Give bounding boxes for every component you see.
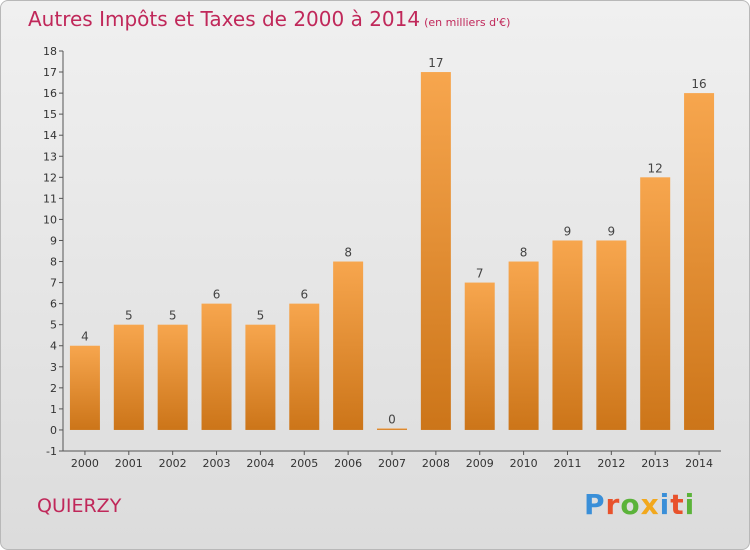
y-tick-label: 2 [50, 382, 57, 395]
bar-value-label: 5 [125, 309, 133, 323]
y-tick-label: 6 [50, 298, 57, 311]
brand-letter: r [605, 488, 621, 521]
y-tick-label: 15 [43, 108, 57, 121]
bar [113, 324, 144, 430]
brand-letter: i [659, 488, 671, 521]
y-tick-label: 1 [50, 403, 57, 416]
y-tick-label: 8 [50, 256, 57, 269]
x-tick-label: 2013 [641, 457, 669, 470]
brand-logo[interactable]: Proxiti [584, 488, 695, 521]
y-tick-label: 4 [50, 340, 57, 353]
brand-letter: t [670, 488, 685, 521]
bar-value-label: 9 [608, 224, 616, 238]
y-tick-label: -1 [46, 445, 57, 458]
bar-value-label: 17 [428, 56, 443, 70]
x-tick-label: 2007 [378, 457, 406, 470]
bar [201, 303, 232, 430]
bar-value-label: 8 [520, 246, 528, 260]
y-tick-label: 16 [43, 87, 57, 100]
bar-value-label: 4 [81, 330, 89, 344]
y-tick-label: 18 [43, 45, 57, 58]
x-tick-label: 2002 [159, 457, 187, 470]
x-tick-label: 2001 [115, 457, 143, 470]
y-tick-label: 14 [43, 129, 57, 142]
y-tick-label: 3 [50, 361, 57, 374]
commune-name: QUIERZY [37, 495, 122, 517]
x-tick-label: 2014 [685, 457, 713, 470]
bar-value-label: 5 [257, 309, 265, 323]
y-tick-label: 17 [43, 66, 57, 79]
bar-value-label: 16 [691, 77, 706, 91]
bar [157, 324, 188, 430]
bar [420, 72, 451, 430]
x-tick-label: 2003 [203, 457, 231, 470]
bar [508, 261, 539, 430]
bar [552, 240, 583, 430]
bars: 4 5 5 6 5 6 8 0 17 7 8 9 9 12 16 [69, 56, 715, 430]
bar [464, 282, 495, 430]
bar [245, 324, 276, 430]
y-tick-label: 13 [43, 150, 57, 163]
bar-value-label: 6 [300, 288, 308, 302]
brand-letter: P [584, 488, 606, 521]
bar-value-label: 12 [648, 161, 663, 175]
x-tick-label: 2011 [553, 457, 581, 470]
x-tick-label: 2009 [466, 457, 494, 470]
bar [377, 428, 407, 430]
chart-subtitle: (en milliers d'€) [424, 16, 511, 29]
bar-value-label: 6 [213, 288, 221, 302]
bar-value-label: 5 [169, 309, 177, 323]
x-tick-label: 2010 [510, 457, 538, 470]
y-tick-label: 7 [50, 277, 57, 290]
bar-value-label: 8 [344, 246, 352, 260]
y-tick-label: 9 [50, 234, 57, 247]
y-tick-label: 10 [43, 213, 57, 226]
bar [289, 303, 320, 430]
x-tick-label: 2004 [246, 457, 274, 470]
x-tick-label: 2012 [597, 457, 625, 470]
chart-title: Autres Impôts et Taxes de 2000 à 2014 (en… [28, 7, 510, 31]
x-tick-label: 2006 [334, 457, 362, 470]
bar-value-label: 0 [388, 412, 396, 426]
y-tick-label: 0 [50, 424, 57, 437]
bar [684, 93, 715, 430]
chart-title-text: Autres Impôts et Taxes de 2000 à 2014 [28, 7, 421, 31]
y-tick-label: 12 [43, 171, 57, 184]
y-tick-label: 5 [50, 319, 57, 332]
brand-letter: i [684, 488, 696, 521]
x-tick-label: 2008 [422, 457, 450, 470]
bar-value-label: 9 [564, 224, 572, 238]
bar [333, 261, 364, 430]
bar [640, 177, 671, 430]
bar [596, 240, 627, 430]
x-tick-label: 2000 [71, 457, 99, 470]
bar [69, 345, 100, 430]
bar-value-label: 7 [476, 267, 484, 281]
brand-letter: o [620, 488, 641, 521]
x-tick-label: 2005 [290, 457, 318, 470]
brand-letter: x [640, 488, 660, 521]
y-tick-label: 11 [43, 192, 57, 205]
